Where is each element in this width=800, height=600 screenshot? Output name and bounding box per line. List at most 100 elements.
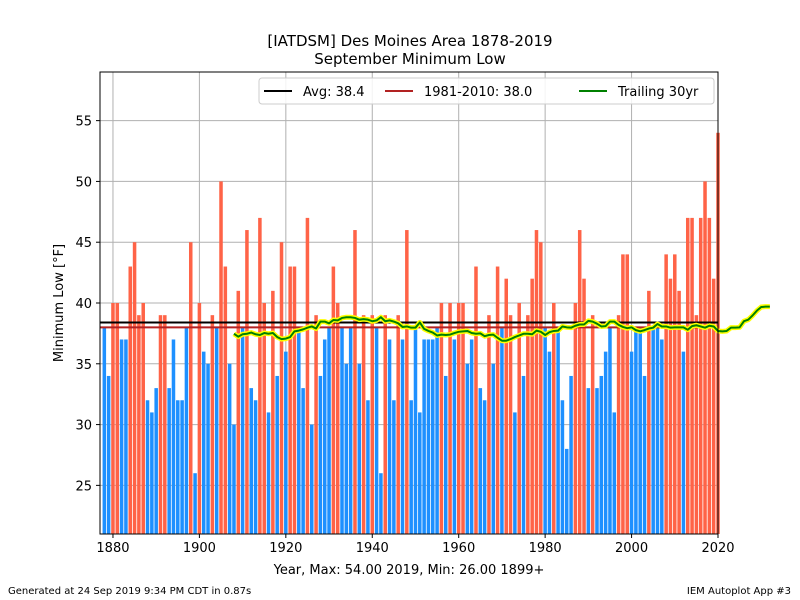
generated-timestamp: Generated at 24 Sep 2019 9:34 PM CDT in … <box>8 586 252 597</box>
bar <box>655 327 660 534</box>
bar <box>327 327 331 534</box>
bar <box>508 315 513 534</box>
bar <box>690 217 694 534</box>
legend-box <box>258 77 715 105</box>
bar <box>180 400 184 534</box>
x-axis-label: Year, Max: 54.00 2019, Min: 26.00 1899+ <box>273 563 545 578</box>
bar <box>586 388 591 534</box>
bar <box>115 303 120 534</box>
bar <box>158 315 163 534</box>
bar <box>305 217 310 534</box>
bar <box>266 412 271 534</box>
bar <box>236 290 241 534</box>
bar <box>560 400 565 534</box>
bar <box>418 412 422 534</box>
bar <box>595 388 599 534</box>
bar <box>132 242 137 534</box>
y-tick-label: 50 <box>75 175 92 190</box>
bar <box>258 217 262 534</box>
bar <box>552 303 556 534</box>
bar <box>651 327 655 534</box>
bar <box>677 290 681 534</box>
bar <box>495 266 500 534</box>
bar <box>271 290 275 534</box>
y-tick-label: 35 <box>75 358 92 373</box>
bar <box>137 315 141 534</box>
bar <box>370 315 375 534</box>
bar <box>214 327 219 534</box>
legend: Avg: 38.4 1981-2010: 38.0 Trailing 30yr <box>258 77 715 105</box>
bar <box>703 181 707 535</box>
x-tick-label: 1940 <box>356 541 389 556</box>
bar <box>262 303 266 534</box>
bar <box>314 315 318 534</box>
x-tick-label: 1920 <box>269 541 302 556</box>
y-tick-label: 30 <box>75 419 92 434</box>
bar <box>124 339 128 534</box>
bar <box>348 327 353 534</box>
bar <box>664 254 668 534</box>
bar <box>530 278 534 534</box>
trailing-line <box>232 304 770 344</box>
bar <box>409 400 413 534</box>
bar <box>435 327 439 534</box>
bar <box>547 351 552 534</box>
bar <box>171 339 176 534</box>
bar <box>642 375 647 534</box>
bar <box>461 303 465 534</box>
bar <box>599 375 604 534</box>
x-tick-label: 1900 <box>183 541 216 556</box>
bar <box>206 363 210 534</box>
bar <box>612 412 617 534</box>
bar <box>526 315 530 534</box>
bar <box>685 217 690 534</box>
bar <box>279 242 284 534</box>
y-tick-label: 45 <box>75 236 92 251</box>
bar <box>223 266 228 534</box>
bar <box>361 315 366 534</box>
trailing-line-path <box>233 305 770 342</box>
grid <box>100 72 719 534</box>
bar <box>318 375 323 534</box>
bar <box>232 424 236 534</box>
bar <box>335 303 340 534</box>
axis-ticks: 1880 1900 1920 1940 1960 1980 2000 2020 25 30 35 40… <box>75 115 734 556</box>
bar <box>603 351 608 534</box>
bar <box>625 254 629 534</box>
bar <box>119 339 124 534</box>
bar <box>392 400 396 534</box>
bar <box>288 266 292 534</box>
bar <box>668 278 673 534</box>
y-tick-label: 55 <box>75 115 92 130</box>
bar <box>465 363 470 534</box>
bar <box>219 181 223 535</box>
bar <box>379 473 383 534</box>
bar <box>245 230 249 535</box>
x-tick-label: 2000 <box>615 541 648 556</box>
bar <box>106 375 111 534</box>
bar <box>491 363 496 534</box>
chart-subtitle: September Minimum Low <box>314 50 506 68</box>
bar <box>443 375 448 534</box>
bar <box>448 303 452 534</box>
bars <box>102 132 720 535</box>
bar <box>500 327 504 534</box>
bar <box>176 400 180 534</box>
bar <box>647 290 651 534</box>
bar <box>292 266 297 534</box>
bar <box>396 315 400 534</box>
bar <box>660 339 664 534</box>
bar <box>543 327 547 534</box>
bar <box>534 230 539 535</box>
bar <box>310 424 314 534</box>
bar <box>638 327 642 534</box>
bar <box>707 217 712 534</box>
bar <box>513 412 517 534</box>
chart-title: [IATDSM] Des Moines Area 1878-2019 <box>267 32 552 50</box>
bar <box>673 254 677 534</box>
x-tick-label: 1980 <box>529 541 562 556</box>
y-tick-label: 25 <box>75 479 92 494</box>
bar <box>331 266 336 534</box>
bar <box>387 339 392 534</box>
